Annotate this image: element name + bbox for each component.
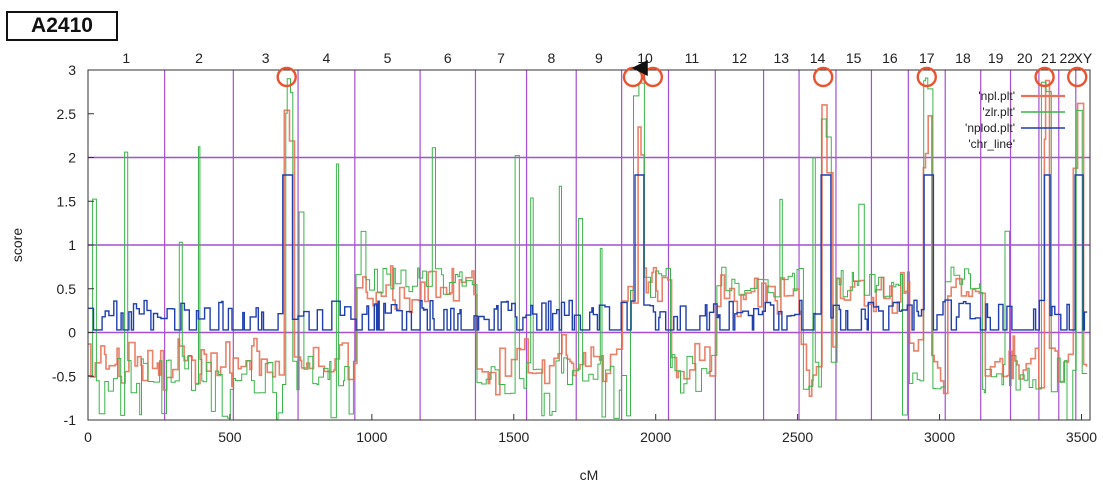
arrow-marker-icon	[631, 60, 648, 76]
y-tick-label: 1.5	[57, 193, 77, 209]
chromosome-label: 5	[384, 50, 392, 66]
chromosome-label: 15	[846, 50, 862, 66]
chromosome-label: 18	[955, 50, 971, 66]
threshold-lines	[88, 156, 1090, 334]
peak-highlight-circle	[812, 66, 834, 88]
x-tick-label: 2000	[640, 429, 671, 445]
chromosome-label: 13	[774, 50, 790, 66]
chromosome-label: 12	[732, 50, 748, 66]
chromosome-label: 20	[1017, 50, 1033, 66]
chromosome-label: 9	[595, 50, 603, 66]
series-lines	[88, 77, 1088, 421]
nplod-series-line	[88, 174, 1088, 331]
chromosome-label: 6	[444, 50, 452, 66]
axis-ticks: 0 500 1000 1500 2000 2500 3000 3500 -1 -0.5 0 0.5 1 1…	[52, 62, 1097, 445]
peak-highlight-circle	[1067, 66, 1088, 88]
x-tick-label: 1000	[356, 429, 387, 445]
y-tick-label: -0.5	[52, 368, 76, 384]
highlight-circles	[276, 60, 1088, 88]
legend-label: 'zlr.plt'	[982, 105, 1015, 119]
chromosome-label: 10	[637, 50, 653, 66]
chromosome-label: 2	[195, 50, 203, 66]
chromosome-label: 16	[882, 50, 898, 66]
y-tick-label: -1	[64, 412, 77, 428]
x-tick-label: 3000	[924, 429, 955, 445]
y-tick-label: 2	[68, 150, 76, 166]
panel-label: A2410	[6, 11, 118, 41]
chromosome-label: 22	[1060, 50, 1076, 66]
zlr-series-line	[88, 77, 1088, 421]
npl-series-line	[88, 79, 1088, 397]
x-tick-label: 1500	[498, 429, 529, 445]
chromosome-label: 11	[685, 50, 700, 66]
legend: 'npl.plt' 'zlr.plt' 'nplod.plt' 'chr_line'	[965, 89, 1065, 151]
y-tick-label: 1	[68, 237, 76, 253]
x-tick-label: 3500	[1066, 429, 1097, 445]
chromosome-label: 1	[122, 50, 130, 66]
chromosome-label: 14	[810, 50, 826, 66]
chromosome-label: 17	[919, 50, 935, 66]
x-axis-title: cM	[580, 467, 599, 483]
y-tick-label: 2.5	[57, 106, 77, 122]
legend-label: 'chr_line'	[968, 137, 1015, 151]
peak-highlight-circle	[916, 66, 937, 88]
y-axis-title: score	[9, 228, 25, 262]
legend-label: 'npl.plt'	[978, 89, 1015, 103]
peak-highlight-circle	[1034, 66, 1055, 88]
peak-highlight-circle	[642, 66, 664, 88]
x-tick-label: 2500	[782, 429, 813, 445]
chromosome-label: 3	[262, 50, 270, 66]
y-tick-label: 3	[68, 62, 76, 78]
y-tick-label: 0	[68, 325, 76, 341]
chromosome-label: 4	[323, 50, 331, 66]
chromosome-label: 8	[547, 50, 555, 66]
legend-label: 'nplod.plt'	[965, 121, 1015, 135]
chromosome-label: 7	[497, 50, 505, 66]
x-tick-label: 500	[218, 429, 242, 445]
chromosome-label: 21	[1041, 50, 1057, 66]
peak-highlight-circle	[276, 66, 297, 88]
y-tick-label: 0.5	[57, 281, 77, 297]
chromosome-label: 19	[988, 50, 1004, 66]
chromosome-label: XY	[1074, 50, 1093, 66]
x-tick-label: 0	[84, 429, 92, 445]
